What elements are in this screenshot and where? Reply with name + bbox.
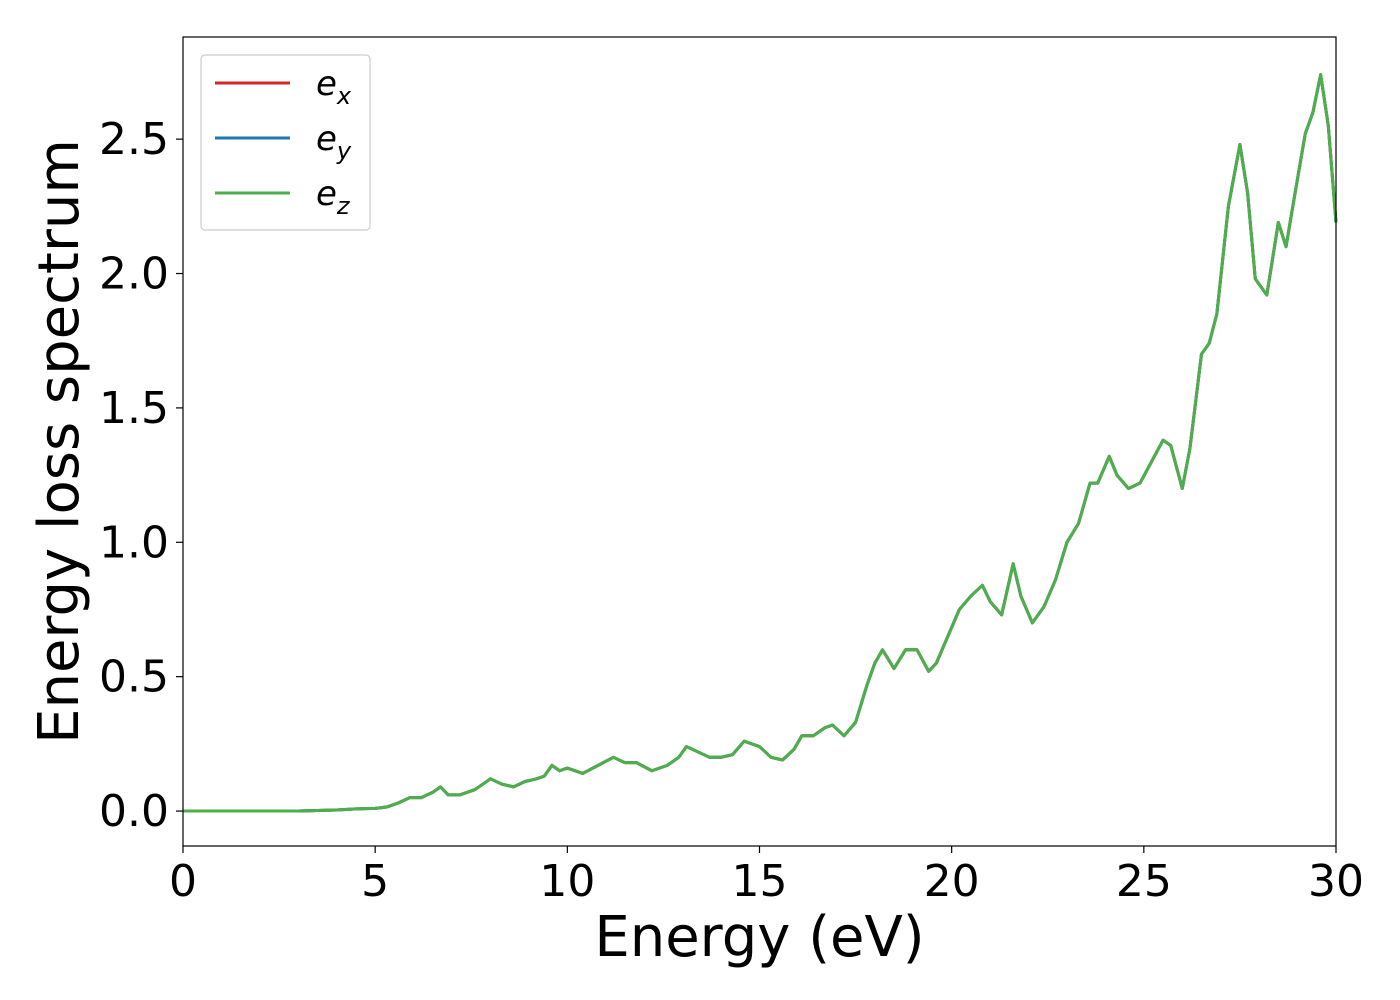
y-tick-label: 0.0 <box>99 786 169 837</box>
legend-label-subscript: x <box>336 82 352 110</box>
x-tick-label: 20 <box>924 856 980 907</box>
x-tick-label: 25 <box>1116 856 1172 907</box>
y-tick-label: 1.5 <box>99 383 169 434</box>
y-tick-label: 2.0 <box>99 249 169 300</box>
legend-label-ey: ey <box>316 119 352 165</box>
x-axis-ticks: 0 5 10 15 20 25 30 <box>169 846 1364 907</box>
y-tick-label: 2.5 <box>99 114 169 165</box>
x-tick-label: 15 <box>732 856 788 907</box>
y-axis-label: Energy loss spectrum <box>27 139 92 744</box>
legend-label-base: e <box>316 64 337 104</box>
x-tick-label: 5 <box>361 856 389 907</box>
legend-label-base: e <box>316 174 337 214</box>
legend-label-ex: ex <box>316 64 352 110</box>
series-layer <box>183 73 1338 813</box>
y-tick-label: 1.0 <box>99 517 169 568</box>
x-tick-label: 10 <box>539 856 595 907</box>
x-tick-label: 30 <box>1308 856 1364 907</box>
legend-label-ez: ez <box>316 174 351 220</box>
x-axis-label: Energy (eV) <box>594 905 924 970</box>
legend-label-base: e <box>316 119 337 159</box>
legend-label-subscript: y <box>336 137 352 165</box>
x-tick-label: 0 <box>169 856 197 907</box>
legend-label-subscript: z <box>336 192 351 220</box>
series-line-e-z <box>183 73 1338 813</box>
y-axis-ticks: 0.0 0.5 1.0 1.5 2.0 2.5 <box>99 114 183 837</box>
legend-box <box>200 54 371 231</box>
y-tick-label: 0.5 <box>99 652 169 703</box>
